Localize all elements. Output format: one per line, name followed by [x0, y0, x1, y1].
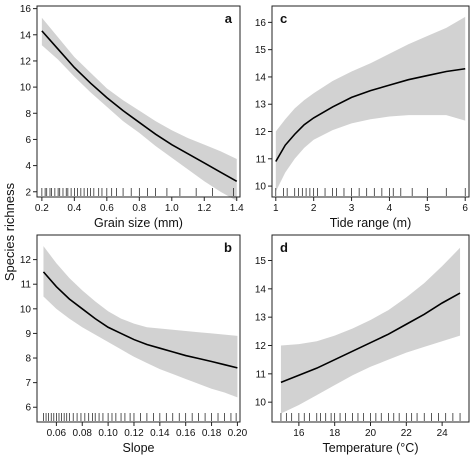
x-tick-label-a: 0.2 — [35, 203, 49, 214]
y-tick-label-c: 13 — [255, 100, 267, 111]
y-tick-label-d: 15 — [255, 256, 267, 267]
x-tick-label-a: 1.0 — [165, 203, 179, 214]
y-tick-label-c: 10 — [255, 182, 267, 193]
shared-y-axis-label: Species richness — [2, 182, 17, 281]
y-tick-label-d: 10 — [255, 398, 267, 409]
y-tick-label-b: 8 — [25, 354, 31, 365]
y-tick-label-d: 13 — [255, 313, 267, 324]
y-tick-label-b: 10 — [20, 304, 32, 315]
x-tick-label-b: 0.16 — [176, 428, 196, 439]
x-axis-label-b: Slope — [123, 441, 155, 455]
panel-d: 16 18 20 22 24 10 11 12 13 14 15 Temperature (°C) d — [255, 234, 470, 455]
x-tick-label-c: 1 — [273, 203, 279, 214]
x-tick-label-a: 0.6 — [100, 203, 114, 214]
y-tick-label-d: 11 — [256, 369, 267, 380]
y-tick-label-c: 16 — [255, 18, 267, 29]
y-tick-label-a: 6 — [25, 135, 31, 146]
panel-b: 0.06 0.08 0.10 0.12 0.14 0.16 0.18 0.20 6 7 8 9 10 11… — [20, 234, 248, 455]
y-tick-label-b: 7 — [25, 378, 31, 389]
x-tick-label-b: 0.12 — [124, 428, 144, 439]
y-tick-label-a: 4 — [25, 161, 31, 172]
x-tick-label-d: 16 — [293, 428, 305, 439]
y-tick-label-a: 16 — [20, 4, 32, 15]
x-tick-label-c: 4 — [387, 203, 393, 214]
x-tick-label-d: 24 — [437, 428, 449, 439]
y-tick-label-c: 11 — [256, 154, 267, 165]
plot-frame-a — [36, 5, 241, 198]
plot-frame-c — [271, 5, 470, 198]
y-tick-label-b: 9 — [25, 329, 31, 340]
x-tick-label-b: 0.08 — [73, 428, 93, 439]
x-axis-label-c: Tide range (m) — [330, 216, 412, 230]
y-tick-label-a: 10 — [20, 83, 32, 94]
x-tick-label-b: 0.14 — [150, 428, 170, 439]
fitted-line-c — [275, 67, 466, 162]
fitted-line-b — [42, 271, 238, 369]
confidence-band-c — [275, 16, 466, 192]
panel-letter-d: d — [280, 240, 288, 255]
x-tick-label-c: 6 — [462, 203, 468, 214]
panel-letter-b: b — [224, 240, 232, 255]
panel-a: 0.2 0.4 0.6 0.8 1.0 1.2 1.4 2 4 6 8 10 12 14 16 Grain s… — [20, 4, 244, 230]
y-tick-label-b: 6 — [25, 403, 31, 414]
x-tick-label-b: 0.06 — [47, 428, 67, 439]
x-tick-label-c: 2 — [311, 203, 317, 214]
y-tick-label-a: 14 — [20, 30, 32, 41]
confidence-band-a — [41, 17, 237, 201]
fitted-line-d — [280, 292, 461, 384]
panel-letter-a: a — [225, 11, 233, 26]
y-tick-label-a: 12 — [20, 56, 32, 67]
y-tick-label-c: 15 — [255, 45, 267, 56]
y-tick-label-b: 12 — [20, 255, 32, 266]
y-tick-label-d: 12 — [255, 341, 267, 352]
x-tick-label-c: 3 — [349, 203, 355, 214]
x-tick-label-a: 0.4 — [67, 203, 81, 214]
y-tick-label-a: 2 — [25, 187, 31, 198]
x-tick-label-a: 0.8 — [132, 203, 146, 214]
y-tick-label-c: 14 — [255, 72, 267, 83]
x-tick-label-b: 0.18 — [202, 428, 222, 439]
confidence-band-d — [280, 247, 461, 414]
y-tick-label-a: 8 — [25, 109, 31, 120]
x-tick-label-d: 20 — [365, 428, 377, 439]
y-tick-label-c: 12 — [255, 127, 267, 138]
y-tick-label-b: 11 — [21, 280, 32, 291]
x-tick-label-d: 22 — [401, 428, 413, 439]
x-axis-label-a: Grain size (mm) — [94, 216, 183, 230]
x-tick-label-b: 0.20 — [228, 428, 248, 439]
plot-frame-b — [36, 234, 241, 423]
x-tick-label-a: 1.2 — [197, 203, 211, 214]
confidence-band-b — [43, 246, 238, 398]
x-tick-label-b: 0.10 — [98, 428, 118, 439]
x-axis-label-d: Temperature (°C) — [323, 441, 419, 455]
x-tick-label-d: 18 — [329, 428, 341, 439]
panel-letter-c: c — [280, 11, 287, 26]
fitted-line-a — [41, 30, 238, 182]
x-tick-label-a: 1.4 — [230, 203, 244, 214]
y-tick-label-d: 14 — [255, 284, 267, 295]
x-tick-label-c: 5 — [425, 203, 431, 214]
